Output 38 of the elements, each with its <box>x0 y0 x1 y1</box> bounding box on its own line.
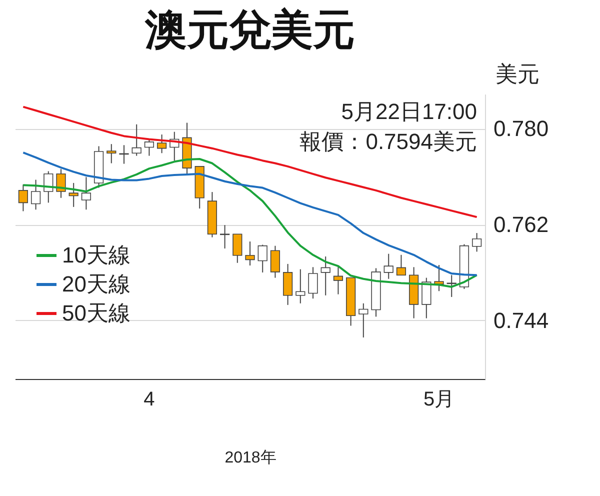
candlestick <box>258 244 268 273</box>
candlestick <box>18 184 28 212</box>
candlestick <box>144 138 154 156</box>
candlestick <box>106 144 116 164</box>
candlestick <box>220 224 230 249</box>
x-tick-label: 4 <box>144 388 155 410</box>
candlestick <box>384 253 394 280</box>
x-axis-title: 2018年 <box>224 450 276 466</box>
candlestick <box>282 263 293 306</box>
candlestick <box>232 234 242 264</box>
candlestick <box>296 268 306 304</box>
x-tick-label: 5月 <box>423 388 455 410</box>
candlestick <box>333 265 344 295</box>
candlestick <box>132 124 142 156</box>
candlestick <box>156 134 167 154</box>
candlestick <box>30 179 41 210</box>
candlestick <box>308 266 318 300</box>
candlestick <box>56 168 66 198</box>
candlestick <box>68 182 78 208</box>
candlestick <box>320 256 330 296</box>
y-tick-label: 0.780 <box>494 116 549 142</box>
y-axis-title: 美元 <box>496 62 540 86</box>
chart-title: 澳元兌美元 <box>144 6 355 53</box>
legend-label: 50天線 <box>62 300 130 326</box>
y-tick-label: 0.744 <box>494 308 549 333</box>
candlestick <box>396 254 406 276</box>
annotation: 5月22日17:00 <box>341 99 477 124</box>
candlestick <box>422 277 432 319</box>
candlestick <box>81 176 92 210</box>
candlestick <box>446 274 456 298</box>
candlestick <box>472 232 482 252</box>
legend-label: 20天線 <box>62 272 130 296</box>
y-tick-label: 0.762 <box>494 212 549 238</box>
candlestick <box>358 302 368 338</box>
candlestick <box>270 245 280 278</box>
annotation: 報價：0.7594美元 <box>300 129 477 154</box>
candlestick <box>245 241 255 266</box>
legend-label: 10天線 <box>62 242 130 268</box>
